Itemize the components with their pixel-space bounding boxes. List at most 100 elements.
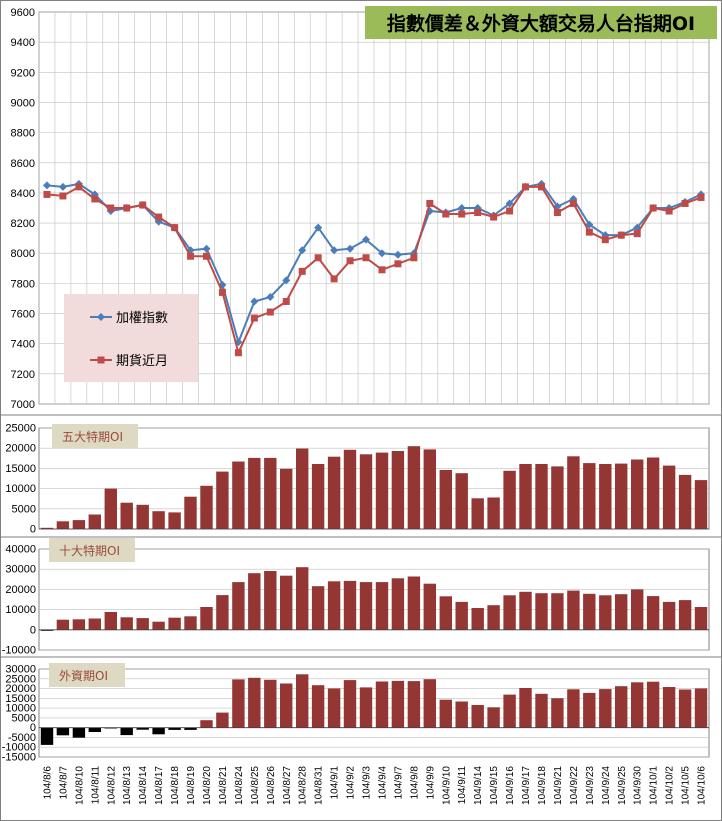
data-point [314, 254, 322, 262]
bar [184, 727, 197, 730]
panel-label: 十大特期OI [59, 543, 120, 558]
bar [583, 692, 596, 728]
y-tick-label: 8600 [11, 158, 35, 170]
chart-title: 指數價差＆外資大額交易人台指期OI [387, 12, 695, 35]
data-point [633, 230, 641, 238]
bar [232, 582, 245, 630]
bar [471, 608, 484, 630]
x-tick-label: 104/9/4 [377, 766, 388, 800]
bar [72, 619, 86, 630]
data-point [91, 195, 99, 203]
data-point [442, 210, 450, 218]
x-tick-label: 104/8/14 [138, 766, 149, 805]
data-point [505, 199, 514, 208]
bar [327, 581, 341, 630]
data-point [218, 288, 226, 296]
bar [662, 687, 676, 728]
bar [567, 456, 580, 529]
bar [359, 687, 373, 728]
bar [184, 616, 197, 630]
plot-area [38, 548, 710, 651]
y-tick-label: 8800 [11, 128, 35, 140]
legend-label-futures: 期貨近月 [116, 353, 168, 369]
data-point [649, 204, 657, 212]
bar [615, 686, 628, 728]
x-tick-label: 104/9/23 [585, 766, 596, 805]
x-tick-label: 104/9/14 [473, 766, 484, 805]
bar [280, 683, 293, 728]
data-point [298, 267, 306, 275]
bar [56, 619, 70, 630]
x-tick-label: 104/9/11 [457, 766, 468, 805]
y-tick-label: 5000 [12, 712, 36, 724]
x-tick-label: 104/8/18 [170, 766, 181, 805]
y-tick-label: 9200 [11, 67, 35, 79]
x-tick-label: 104/9/17 [521, 766, 532, 805]
price-panel: 7000 7200 7400 7600 7800 8000 8200 8400 8600 8800… [11, 6, 717, 411]
bar [599, 689, 612, 728]
data-point [282, 297, 290, 305]
x-tick-label: 104/8/25 [250, 766, 261, 805]
x-tick-label: 104/9/22 [569, 766, 580, 805]
y-tick-label: 8000 [11, 248, 35, 260]
bar [567, 689, 580, 728]
data-point [474, 209, 482, 217]
x-tick-label: 104/9/10 [441, 766, 452, 805]
bar [40, 629, 54, 631]
bar [439, 699, 452, 728]
data-point [426, 199, 434, 207]
x-tick-label: 104/8/27 [282, 766, 293, 805]
x-tick-label: 104/9/9 [425, 766, 436, 800]
y-tick-label: 30000 [5, 564, 36, 576]
bar [503, 595, 516, 630]
y-tick-label: 40000 [5, 544, 36, 556]
data-point [314, 223, 323, 232]
bar [248, 457, 261, 529]
bar [439, 596, 452, 630]
bar [423, 679, 436, 728]
bar [407, 446, 421, 529]
data-point [171, 224, 179, 232]
bar [551, 698, 564, 728]
data-point [250, 297, 259, 306]
bar [152, 511, 165, 529]
y-tick-label: 9000 [11, 97, 35, 109]
bar [248, 573, 261, 630]
bar [359, 582, 373, 630]
bar [264, 457, 277, 529]
y-tick-label: 25000 [5, 423, 36, 435]
y-tick-label: 20000 [5, 683, 36, 695]
bar [678, 474, 692, 529]
bar [168, 617, 181, 630]
x-tick-label: 104/8/11 [90, 766, 101, 805]
panel-label: 五大特期OI [62, 429, 123, 444]
data-point [393, 250, 402, 259]
data-point [362, 235, 371, 244]
y-tick-label: 30000 [5, 664, 36, 676]
data-point [522, 183, 530, 191]
y-tick-label: 7800 [11, 278, 35, 290]
y-tick-label: 10000 [5, 483, 36, 495]
bar [678, 600, 692, 630]
data-point [490, 213, 498, 221]
y-tick-label: 8400 [11, 188, 35, 200]
x-axis: 104/8/6 104/8/7 104/8/10 104/8/11 104/8/12 10… [42, 766, 707, 805]
bar [631, 589, 644, 630]
y-tick-label: -10000 [2, 645, 36, 657]
bar [487, 605, 500, 630]
data-point [139, 201, 147, 209]
bar [216, 595, 229, 630]
bar [248, 677, 261, 728]
bar [407, 576, 421, 630]
x-tick-label: 104/8/28 [298, 766, 309, 805]
panel-label-box [49, 538, 135, 562]
bar [104, 727, 117, 729]
data-point [457, 204, 466, 212]
bar [152, 621, 165, 630]
bar [551, 593, 564, 630]
data-point [123, 204, 131, 212]
x-tick-label: 104/9/16 [505, 766, 516, 805]
bar [423, 583, 436, 630]
bar [200, 485, 213, 529]
